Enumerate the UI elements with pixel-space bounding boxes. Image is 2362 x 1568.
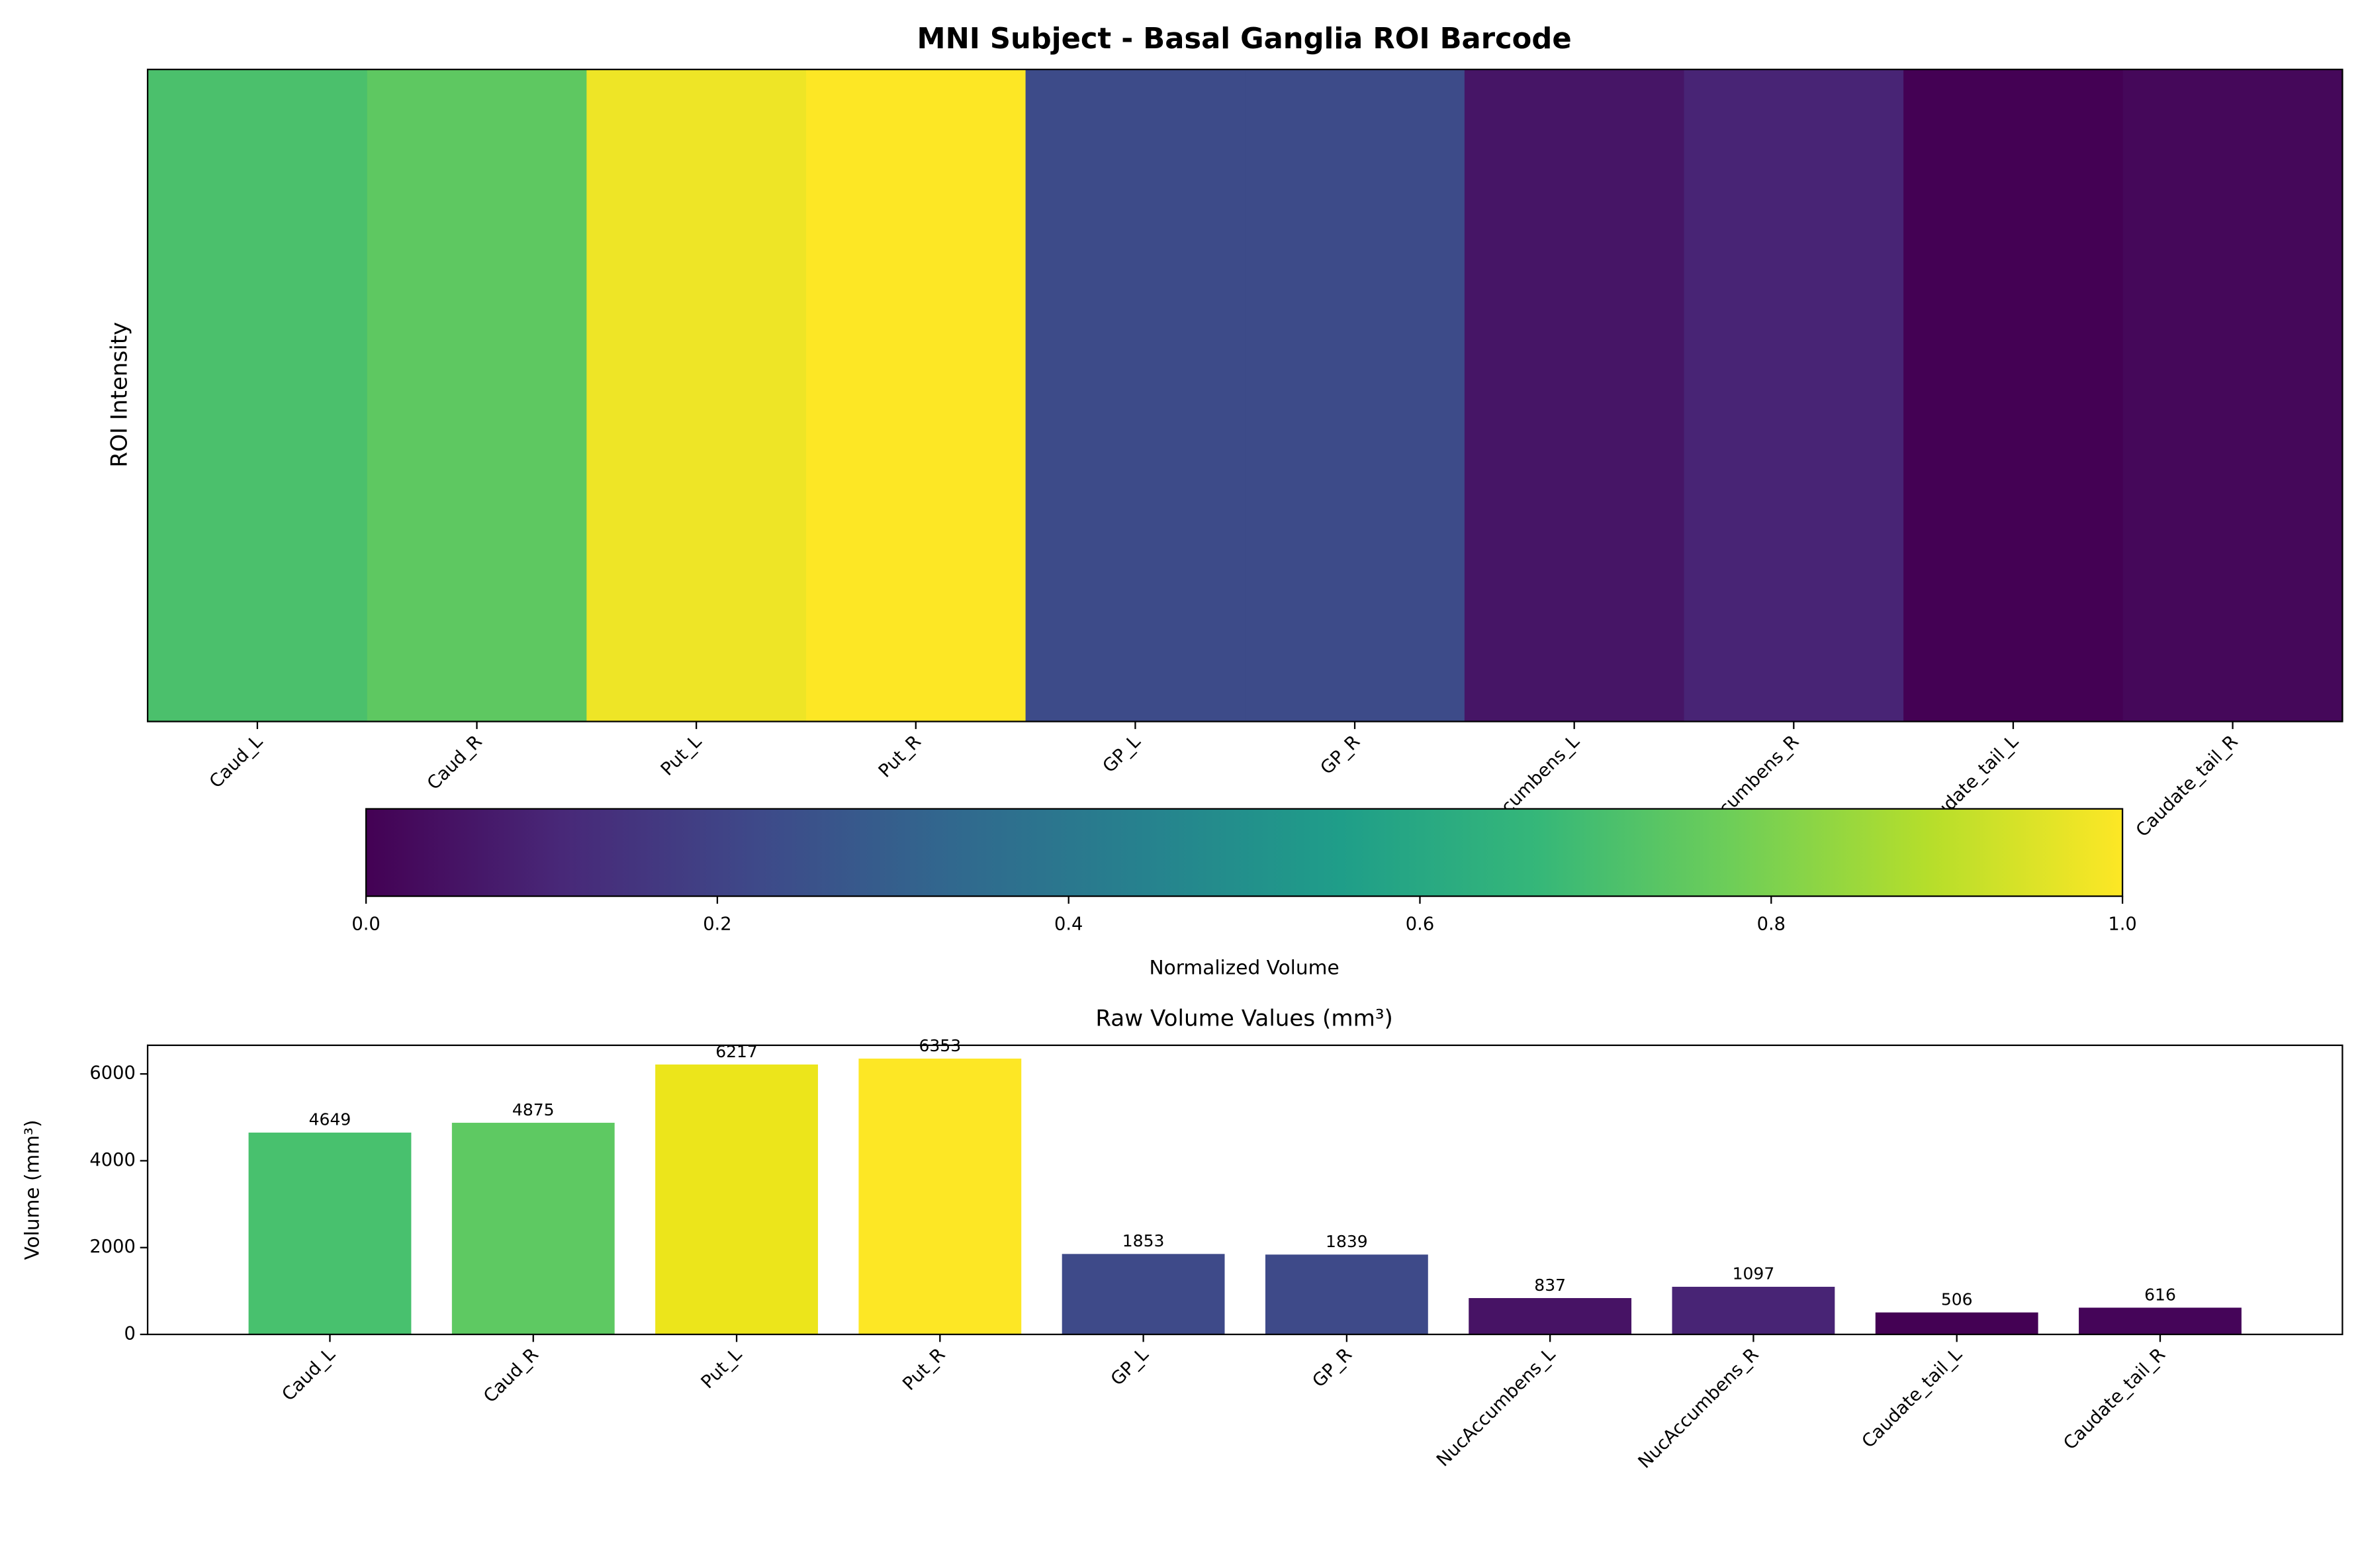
y-tick-label: 0 [124,1323,135,1344]
x-tick-label: GP_L [1107,1344,1153,1389]
heatmap-cell [367,69,588,722]
x-tick-label: Put_R [899,1344,949,1395]
colorbar-label: Normalized Volume [1150,956,1340,979]
x-tick-label: Caud_L [206,731,267,793]
value-label: 616 [2144,1285,2176,1304]
axes-frame [146,1044,2343,1336]
value-label: 506 [1941,1290,1973,1309]
chart-title: MNI Subject - Basal Ganglia ROI Barcode [917,22,1572,56]
bar [1265,1254,1428,1334]
bar [1469,1298,1632,1334]
x-tick-label: Caud_L [278,1344,340,1405]
x-tick-label: NucAccumbens_R [1635,1344,1763,1473]
bar [858,1059,1022,1334]
value-label: 1839 [1326,1232,1368,1251]
heatmap-cell [1684,69,1905,722]
x-tick-label: Caudate_tail_L [1858,1344,1967,1452]
bar [248,1132,412,1334]
x-tick-label: Put_L [698,1344,747,1393]
x-tick-label: Caud_R [424,731,486,794]
colorbar-tick-label: 0.4 [1054,914,1083,934]
axes-frame [146,68,2343,722]
y-axis-label: Volume (mm³) [21,1119,44,1260]
bar [655,1064,818,1334]
value-label: 1097 [1733,1264,1775,1284]
value-label: 1853 [1122,1231,1165,1250]
heatmap-cell [2122,69,2343,722]
x-tick-label: Put_R [875,731,925,781]
heatmap-cell [805,69,1026,722]
x-tick-label: NucAccumbens_L [1433,1344,1560,1471]
bar [1062,1254,1225,1334]
colorbar-tick-label: 0.6 [1406,914,1434,934]
y-axis-label: ROI Intensity [107,322,133,468]
heatmap-cell [1903,69,2124,722]
colorbar-tick-label: 0.2 [703,914,731,934]
x-tick-label: Put_L [657,731,706,780]
value-label: 4649 [309,1110,351,1129]
heatmap-cell [1025,69,1246,722]
y-tick-label: 2000 [89,1237,135,1257]
colorbar-tick-label: 1.0 [2108,914,2136,934]
heatmap-cell [1245,69,1466,722]
colorbar-tick-label: 0.8 [1757,914,1786,934]
y-tick-label: 4000 [89,1150,135,1170]
bar [451,1123,615,1334]
subplot-title: Raw Volume Values (mm³) [1095,1006,1393,1032]
value-label: 4875 [512,1100,555,1119]
heatmap-cell [586,69,807,722]
x-tick-label: GP_R [1308,1344,1356,1392]
value-label: 837 [1534,1276,1566,1295]
colorbar-tick-label: 0.0 [351,914,380,934]
x-tick-label: Caud_R [480,1344,543,1407]
heatmap-cell [148,69,368,722]
x-tick-label: Caudate_tail_R [2060,1344,2169,1454]
y-tick-label: 6000 [89,1063,135,1084]
bar [1672,1286,1835,1334]
x-tick-label: GP_L [1099,731,1145,777]
x-tick-label: GP_R [1317,731,1365,779]
x-tick-label: Caudate_tail_R [2132,731,2242,841]
heatmap-cell [1464,69,1685,722]
bar [1875,1312,2038,1334]
bar [2079,1307,2242,1334]
colorbar [365,808,2124,897]
